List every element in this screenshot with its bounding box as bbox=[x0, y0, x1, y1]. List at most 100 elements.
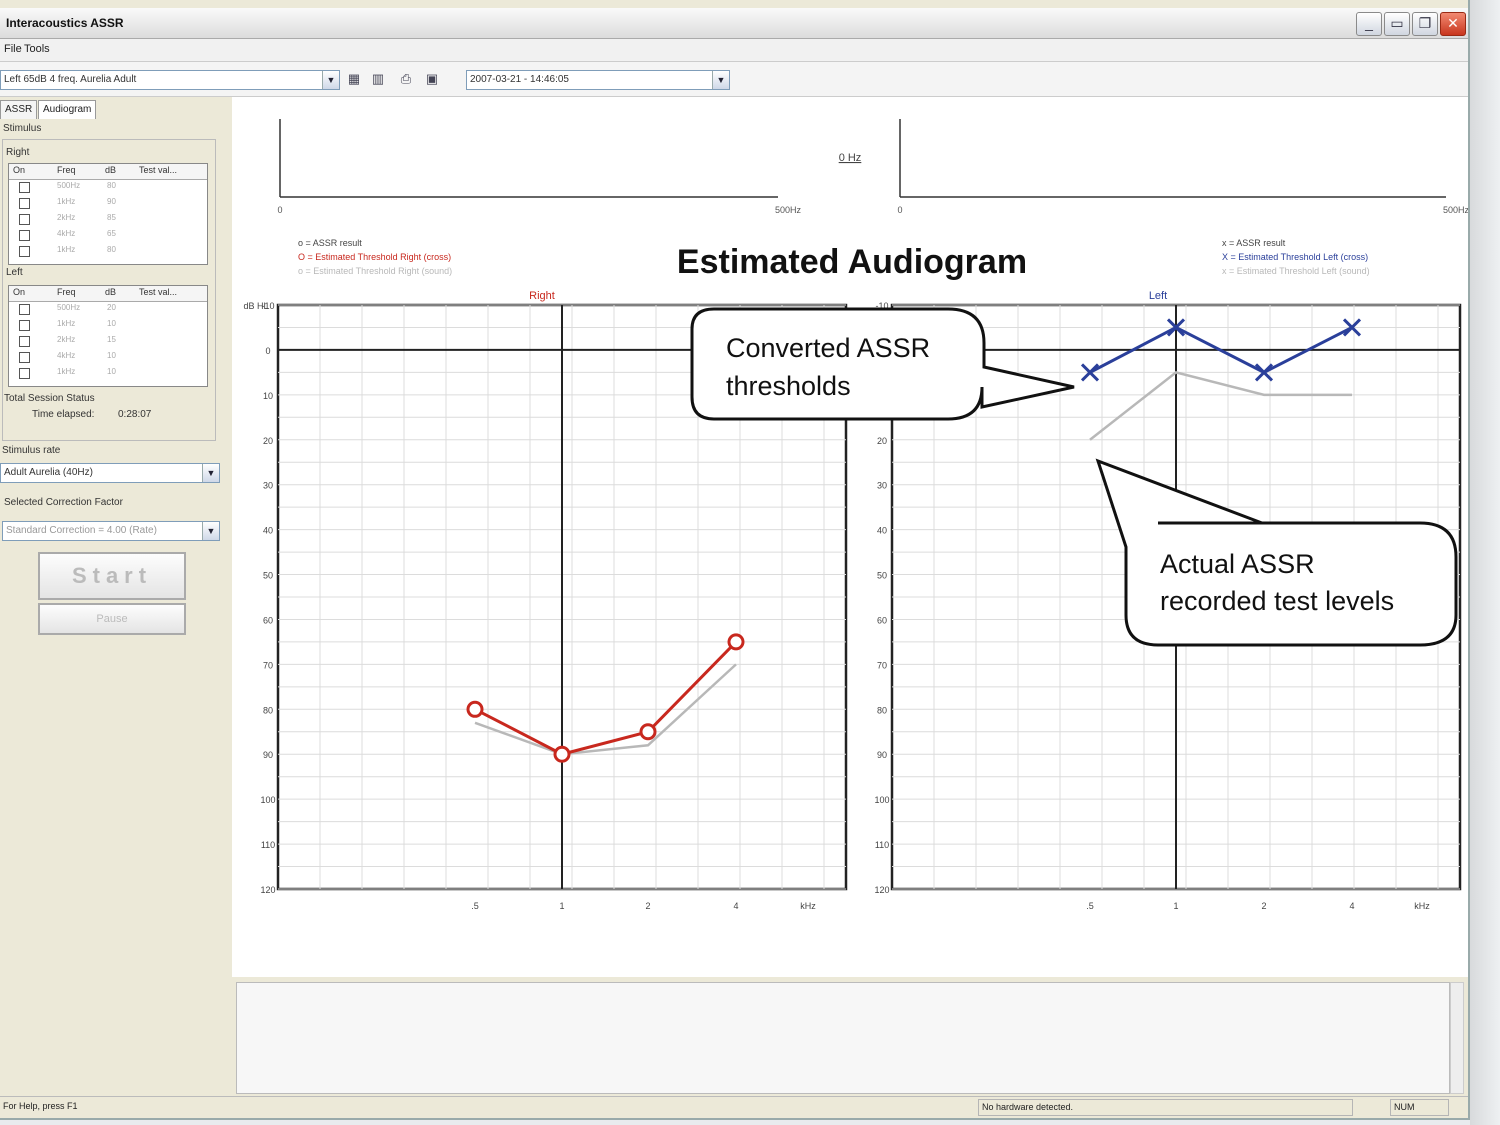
chevron-down-icon[interactable]: ▼ bbox=[712, 71, 729, 89]
menu-file[interactable]: File bbox=[4, 43, 22, 55]
protocol-select[interactable]: Left 65dB 4 freq. Aurelia Adult ▼ bbox=[0, 70, 340, 90]
y-tick-label: 30 bbox=[877, 481, 887, 491]
checkbox[interactable] bbox=[19, 246, 30, 257]
scrollbar[interactable] bbox=[1450, 982, 1464, 1094]
list-item[interactable]: 500Hz 80 bbox=[9, 181, 207, 195]
chart-icon[interactable]: ▥ bbox=[371, 71, 385, 86]
list-item[interactable]: 4kHz 10 bbox=[9, 351, 207, 365]
correction-value: Standard Correction = 4.00 (Rate) bbox=[6, 525, 157, 536]
page-shadow bbox=[1470, 0, 1500, 1125]
y-tick-label: 0 bbox=[265, 346, 270, 356]
restore-icon[interactable]: ❐ bbox=[1412, 12, 1438, 36]
freq-value: 500Hz bbox=[57, 303, 81, 312]
save-icon[interactable]: ▣ bbox=[425, 71, 439, 86]
num-status: NUM bbox=[1390, 1099, 1449, 1116]
col-freq: Freq bbox=[57, 287, 76, 297]
stimulus-group-label: Stimulus bbox=[3, 123, 42, 134]
db-value: 90 bbox=[107, 197, 116, 206]
callout-converted-line2: thresholds bbox=[726, 371, 851, 401]
y-tick-label: 50 bbox=[877, 571, 887, 581]
maximize-icon[interactable]: ▭ bbox=[1384, 12, 1410, 36]
series-line-estimated-threshold bbox=[474, 640, 738, 756]
list-item[interactable]: 1kHz 10 bbox=[9, 367, 207, 381]
data-point bbox=[1166, 318, 1186, 337]
close-icon[interactable]: ✕ bbox=[1440, 12, 1466, 36]
print-icon[interactable]: ⎙ bbox=[400, 71, 412, 86]
toolbar: Left 65dB 4 freq. Aurelia Adult ▼ ▦ ▥ ⎙ … bbox=[0, 62, 1468, 97]
checkbox[interactable] bbox=[19, 336, 30, 347]
y-axis-label: dB HL bbox=[243, 301, 268, 311]
right-stimulus-list[interactable]: On Freq dB Test val... 500Hz 80 1kHz 90 2k… bbox=[8, 163, 208, 265]
list-header: On Freq dB Test val... bbox=[9, 286, 207, 302]
y-tick-label: 80 bbox=[877, 705, 887, 715]
top-plot-x-start: 0 bbox=[277, 205, 282, 215]
stimulus-group bbox=[2, 139, 216, 441]
right-label: Right bbox=[6, 147, 30, 158]
y-tick-label: 110 bbox=[261, 840, 275, 850]
hardware-status: No hardware detected. bbox=[978, 1099, 1353, 1116]
x-tick-label: 2 bbox=[645, 901, 650, 911]
data-point bbox=[1080, 363, 1100, 382]
chevron-down-icon[interactable]: ▼ bbox=[202, 464, 219, 482]
callout-converted bbox=[690, 307, 1075, 421]
stimulus-rate-label: Stimulus rate bbox=[2, 445, 61, 456]
correction-select[interactable]: Standard Correction = 4.00 (Rate) ▼ bbox=[2, 521, 220, 541]
callout-actual-line2: recorded test levels bbox=[1160, 586, 1394, 616]
x-axis-label: kHz bbox=[1414, 901, 1430, 911]
menu-bar: File Tools bbox=[0, 39, 1468, 62]
grid-icon[interactable]: ▦ bbox=[347, 71, 361, 86]
menu-tools[interactable]: Tools bbox=[24, 43, 50, 55]
x-tick-label: 4 bbox=[1349, 901, 1354, 911]
y-tick-label: 110 bbox=[875, 840, 889, 850]
series-line-assr-result bbox=[1089, 371, 1352, 441]
legend-entry: x = ASSR result bbox=[1222, 238, 1286, 248]
pause-button[interactable]: Pause bbox=[38, 603, 186, 635]
checkbox[interactable] bbox=[19, 182, 30, 193]
session-status-label: Total Session Status bbox=[4, 393, 95, 404]
top-plot-x-end: 500Hz bbox=[775, 205, 802, 215]
freq-value: 1kHz bbox=[57, 197, 76, 206]
checkbox[interactable] bbox=[19, 304, 30, 315]
list-item[interactable]: 500Hz 20 bbox=[9, 303, 207, 317]
y-tick-label: 40 bbox=[263, 526, 273, 536]
chart-title: Estimated Audiogram bbox=[677, 243, 1027, 281]
list-item[interactable]: 2kHz 15 bbox=[9, 335, 207, 349]
tab-assr[interactable]: ASSR bbox=[0, 100, 38, 119]
legend-entry: X = Estimated Threshold Left (cross) bbox=[1222, 252, 1368, 262]
db-value: 10 bbox=[107, 367, 116, 376]
session-select[interactable]: 2007-03-21 - 14:46:05 ▼ bbox=[466, 70, 730, 90]
tab-audiogram[interactable]: Audiogram bbox=[38, 100, 97, 119]
x-tick-label: .5 bbox=[1086, 901, 1094, 911]
chevron-down-icon[interactable]: ▼ bbox=[202, 522, 219, 540]
y-tick-label: 60 bbox=[877, 615, 887, 625]
left-stimulus-list[interactable]: On Freq dB Test val... 500Hz 20 1kHz 10 2k… bbox=[8, 285, 208, 387]
data-point bbox=[727, 633, 745, 651]
checkbox[interactable] bbox=[19, 320, 30, 331]
list-item[interactable]: 1kHz 10 bbox=[9, 319, 207, 333]
chevron-down-icon[interactable]: ▼ bbox=[322, 71, 339, 89]
db-value: 85 bbox=[107, 213, 116, 222]
start-button[interactable]: Start bbox=[38, 552, 186, 600]
checkbox[interactable] bbox=[19, 198, 30, 209]
checkbox[interactable] bbox=[19, 352, 30, 363]
minimize-icon[interactable]: _ bbox=[1356, 12, 1382, 36]
list-item[interactable]: 2kHz 85 bbox=[9, 213, 207, 227]
series-line-assr-result bbox=[474, 663, 737, 756]
panel-label: Right bbox=[529, 290, 555, 302]
stimulus-rate-select[interactable]: Adult Aurelia (40Hz) ▼ bbox=[0, 463, 220, 483]
list-item[interactable]: 4kHz 65 bbox=[9, 229, 207, 243]
data-point bbox=[639, 723, 657, 741]
y-tick-label: 100 bbox=[874, 795, 889, 805]
checkbox[interactable] bbox=[19, 230, 30, 241]
y-tick-label: 70 bbox=[877, 660, 887, 670]
list-item[interactable]: 1kHz 80 bbox=[9, 245, 207, 259]
x-tick-label: 1 bbox=[559, 901, 564, 911]
x-axis-label: kHz bbox=[800, 901, 816, 911]
y-tick-label: -10 bbox=[261, 301, 274, 311]
y-tick-label: 40 bbox=[877, 526, 887, 536]
callout-converted-line1: Converted ASSR bbox=[726, 333, 930, 363]
list-item[interactable]: 1kHz 90 bbox=[9, 197, 207, 211]
checkbox[interactable] bbox=[19, 214, 30, 225]
checkbox[interactable] bbox=[19, 368, 30, 379]
db-value: 15 bbox=[107, 335, 116, 344]
